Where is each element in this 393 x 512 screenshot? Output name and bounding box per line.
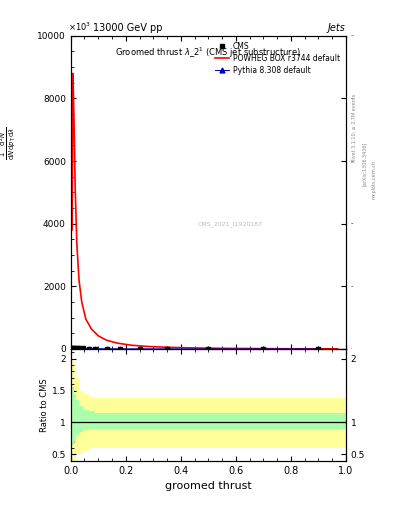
CMS	[261, 346, 266, 352]
POWHEG BOX r3744 default	[77, 277, 81, 283]
POWHEG BOX r3744 default	[96, 333, 101, 339]
Pythia 8.308 default	[81, 346, 86, 352]
Pythia 8.308 default	[93, 346, 98, 352]
POWHEG BOX r3744 default	[129, 342, 134, 348]
CMS	[74, 345, 79, 351]
Text: Groomed thrust $\lambda\_2^1$ (CMS jet substructure): Groomed thrust $\lambda\_2^1$ (CMS jet s…	[116, 45, 301, 59]
Pythia 8.308 default	[137, 346, 142, 352]
CMS	[104, 346, 109, 352]
Text: Jets: Jets	[328, 23, 346, 33]
CMS	[118, 346, 123, 352]
POWHEG BOX r3744 default	[73, 183, 77, 189]
POWHEG BOX r3744 default	[74, 240, 79, 246]
Pythia 8.308 default	[72, 345, 76, 351]
POWHEG BOX r3744 default	[294, 346, 299, 352]
CMS	[77, 345, 81, 351]
CMS	[165, 346, 169, 352]
POWHEG BOX r3744 default	[70, 227, 75, 233]
Legend: CMS, POWHEG BOX r3744 default, Pythia 8.308 default: CMS, POWHEG BOX r3744 default, Pythia 8.…	[213, 39, 342, 77]
Pythia 8.308 default	[70, 345, 75, 351]
Text: Rivet 3.1.10, ≥ 2.7M events: Rivet 3.1.10, ≥ 2.7M events	[352, 94, 357, 162]
POWHEG BOX r3744 default	[72, 120, 76, 126]
POWHEG BOX r3744 default	[104, 337, 109, 343]
CMS	[72, 345, 76, 351]
Pythia 8.308 default	[77, 346, 81, 352]
Pythia 8.308 default	[104, 346, 109, 352]
CMS	[316, 346, 321, 352]
POWHEG BOX r3744 default	[184, 345, 189, 351]
POWHEG BOX r3744 default	[228, 345, 233, 351]
POWHEG BOX r3744 default	[83, 316, 88, 322]
POWHEG BOX r3744 default	[206, 345, 211, 351]
Text: [arXiv:1306.3436]: [arXiv:1306.3436]	[362, 142, 367, 186]
POWHEG BOX r3744 default	[250, 346, 255, 352]
X-axis label: groomed thrust: groomed thrust	[165, 481, 252, 491]
Text: $\frac{1}{\mathrm{d}N}\frac{\mathrm{d}^2 N}{\mathrm{d}p_\mathrm{T}\,\mathrm{d}\l: $\frac{1}{\mathrm{d}N}\frac{\mathrm{d}^2…	[0, 126, 18, 160]
POWHEG BOX r3744 default	[272, 346, 277, 352]
POWHEG BOX r3744 default	[316, 346, 321, 352]
Text: 13000 GeV pp: 13000 GeV pp	[93, 23, 162, 33]
Pythia 8.308 default	[74, 345, 79, 351]
CMS	[137, 346, 142, 352]
Pythia 8.308 default	[86, 346, 91, 352]
Line: Pythia 8.308 default: Pythia 8.308 default	[70, 346, 321, 351]
Pythia 8.308 default	[118, 346, 123, 352]
POWHEG BOX r3744 default	[115, 340, 120, 346]
CMS	[206, 346, 211, 352]
POWHEG BOX r3744 default	[165, 344, 169, 350]
Text: $\times10^3$: $\times10^3$	[68, 20, 91, 33]
POWHEG BOX r3744 default	[79, 299, 84, 305]
Text: CMS_2021_I1920187: CMS_2021_I1920187	[198, 221, 263, 227]
Pythia 8.308 default	[316, 346, 321, 352]
POWHEG BOX r3744 default	[335, 346, 340, 352]
Text: mcplots.cern.ch: mcplots.cern.ch	[371, 160, 376, 199]
CMS	[81, 346, 86, 352]
CMS	[93, 346, 98, 352]
CMS	[70, 345, 75, 351]
Pythia 8.308 default	[261, 346, 266, 352]
Line: CMS: CMS	[70, 346, 320, 351]
Pythia 8.308 default	[165, 346, 169, 352]
Line: POWHEG BOX r3744 default: POWHEG BOX r3744 default	[72, 73, 338, 349]
POWHEG BOX r3744 default	[145, 344, 150, 350]
Y-axis label: Ratio to CMS: Ratio to CMS	[40, 378, 49, 432]
CMS	[86, 346, 91, 352]
POWHEG BOX r3744 default	[71, 70, 75, 76]
POWHEG BOX r3744 default	[89, 326, 94, 332]
Pythia 8.308 default	[206, 346, 211, 352]
